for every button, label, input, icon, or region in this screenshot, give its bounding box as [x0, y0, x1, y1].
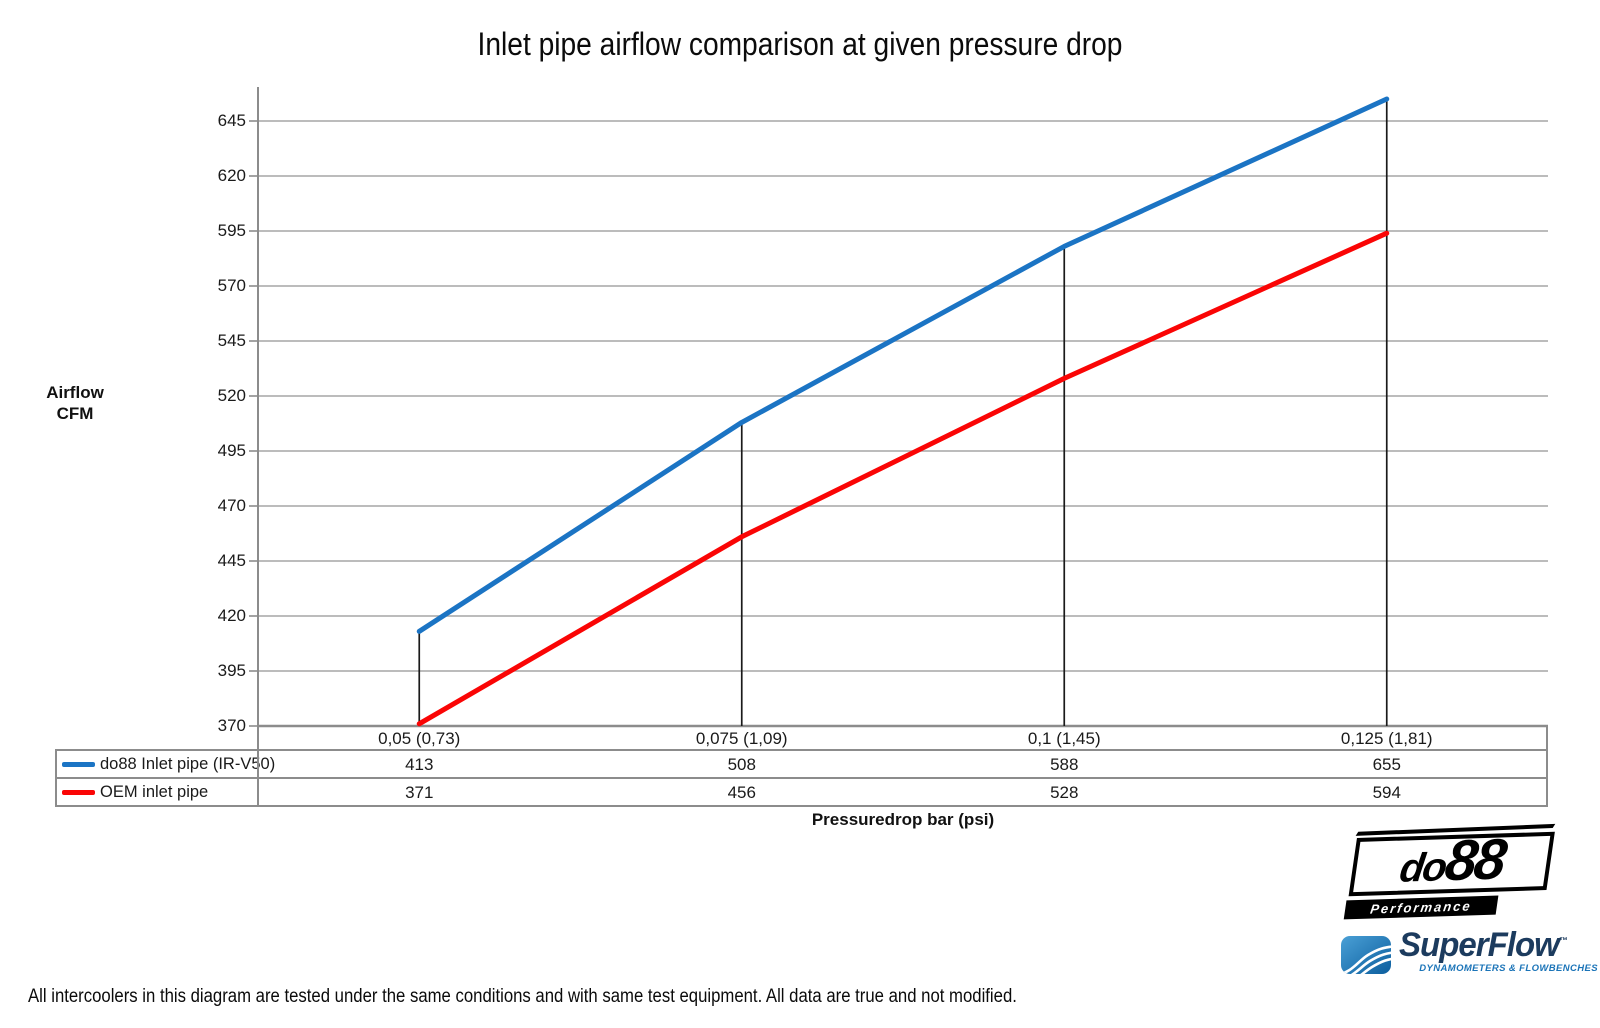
table-border — [1546, 726, 1548, 807]
legend-item-do88: do88 Inlet pipe (IR-V50) — [57, 751, 275, 777]
table-row-oem: 371 456 528 594 — [258, 779, 1548, 806]
table-row-do88: 413 508 588 655 — [258, 751, 1548, 778]
do88-word-do: do — [1396, 845, 1449, 891]
y-tick-label: 570 — [217, 276, 246, 295]
superflow-name: SuperFlow — [1399, 926, 1560, 964]
do88-logo-box: do 88 — [1348, 827, 1555, 897]
table-cell: 528 — [1050, 783, 1079, 802]
y-tick-label: 545 — [217, 331, 246, 350]
do88-logo: do 88 Performance — [1342, 823, 1563, 922]
y-tick-label: 495 — [217, 441, 246, 460]
table-border — [55, 749, 1548, 751]
legend-label: OEM inlet pipe — [100, 782, 209, 801]
legend-label: do88 Inlet pipe (IR-V50) — [100, 754, 276, 773]
x-category-label: 0,05 (0,73) — [378, 729, 461, 748]
superflow-logo: SuperFlow™ DYNAMOMETERS & FLOWBENCHES — [1340, 926, 1598, 980]
y-tick-label: 445 — [217, 551, 246, 570]
x-category-label: 0,125 (1,81) — [1340, 729, 1433, 748]
y-axis-title-line2: CFM — [56, 404, 94, 423]
y-tick-label: 520 — [217, 386, 246, 405]
superflow-wave-icon — [1341, 936, 1391, 974]
superflow-tm: ™ — [1558, 935, 1568, 946]
table-cell: 413 — [405, 755, 434, 774]
y-tick-label: 645 — [217, 111, 246, 130]
legend-item-oem: OEM inlet pipe — [57, 779, 256, 805]
chart-title: Inlet pipe airflow comparison at given p… — [477, 26, 1123, 62]
x-category-label: 0,1 (1,45) — [1027, 729, 1101, 748]
superflow-wordmark: SuperFlow™ — [1399, 926, 1568, 965]
superflow-tagline: DYNAMOMETERS & FLOWBENCHES — [1419, 963, 1598, 974]
table-border — [55, 749, 57, 807]
series-line-oem — [416, 230, 1390, 727]
table-cell: 508 — [727, 755, 756, 774]
y-tick-label: 420 — [217, 606, 246, 625]
x-axis-title: Pressuredrop bar (psi) — [811, 810, 995, 829]
y-tick-label: 370 — [217, 716, 246, 735]
y-tick-label: 470 — [217, 496, 246, 515]
table-cell: 588 — [1050, 755, 1079, 774]
footer-note: All intercoolers in this diagram are tes… — [28, 986, 1017, 1007]
y-tick-label: 595 — [217, 221, 246, 240]
do88-performance-bar: Performance — [1343, 895, 1499, 920]
table-cell: 371 — [405, 783, 434, 802]
table-border — [55, 805, 1548, 807]
do88-tagline: Performance — [1369, 898, 1473, 917]
x-category-row: 0,05 (0,73) 0,075 (1,09) 0,1 (1,45) 0,12… — [258, 728, 1548, 749]
table-border — [257, 726, 259, 807]
table-border — [55, 777, 1548, 779]
y-axis-title-line1: Airflow — [46, 383, 104, 402]
table-cell: 594 — [1372, 783, 1401, 802]
y-tick-label: 620 — [217, 166, 246, 185]
do88-word-88: 88 — [1441, 827, 1508, 894]
x-category-label: 0,075 (1,09) — [695, 729, 788, 748]
table-cell: 655 — [1372, 755, 1401, 774]
table-cell: 456 — [727, 783, 756, 802]
legend-swatch-blue — [62, 761, 95, 767]
do88-wordmark: do 88 — [1396, 827, 1508, 894]
legend-swatch-red — [62, 789, 95, 795]
y-axis-title: Airflow CFM — [28, 382, 122, 424]
y-tick-label: 395 — [217, 661, 246, 680]
series-line-do88 — [416, 96, 1390, 634]
